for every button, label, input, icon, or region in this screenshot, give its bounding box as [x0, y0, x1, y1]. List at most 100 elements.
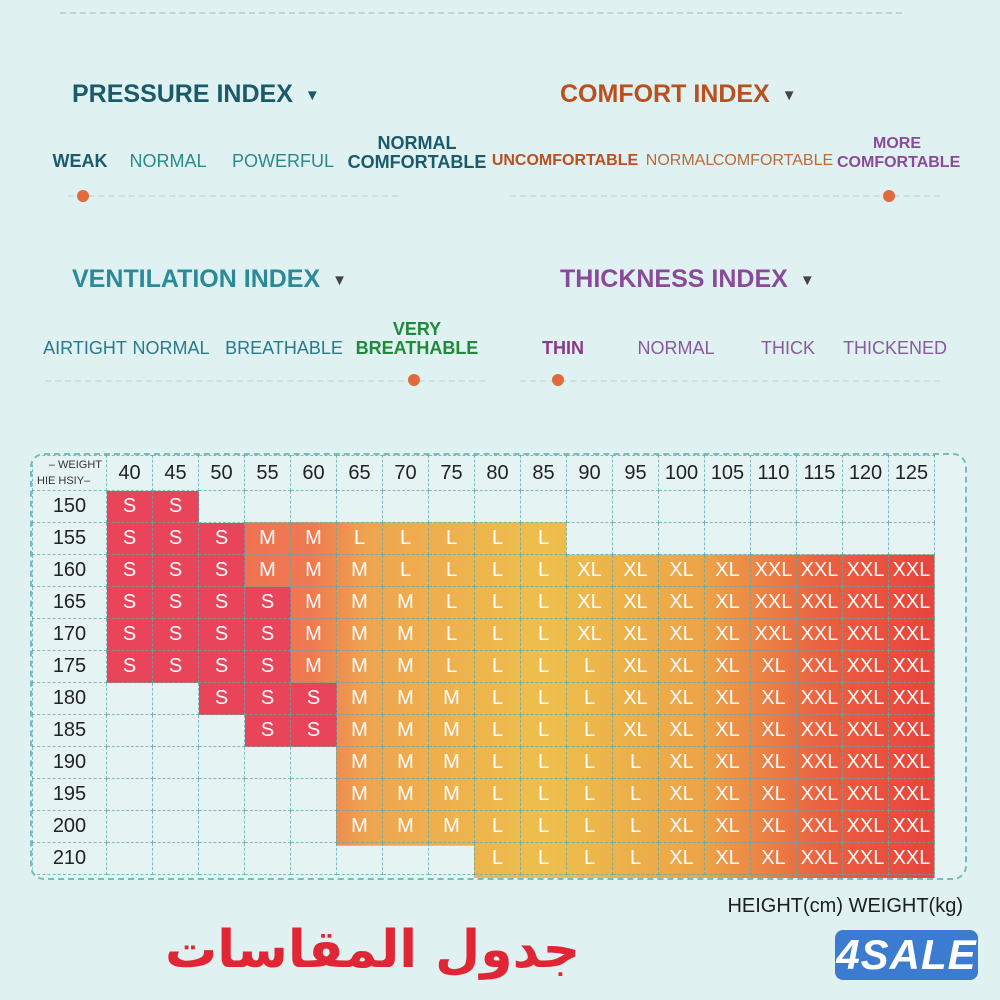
- size-cell: M: [382, 618, 429, 651]
- size-cell: XXL: [888, 682, 935, 715]
- size-cell: XXL: [888, 810, 935, 843]
- ventilation-index-title: VENTILATION INDEX ▼: [72, 265, 347, 294]
- height-row-header: 160: [32, 554, 107, 587]
- size-cell: XXL: [842, 618, 889, 651]
- table-row: 185 S S M M M L L L XL XL XL XL XXL XXL XXL: [32, 714, 935, 747]
- size-cell: [428, 842, 475, 875]
- size-cell: S: [152, 554, 199, 587]
- size-cell: L: [474, 522, 521, 555]
- table-corner-header: – WEIGHT HIE HSIY–: [32, 455, 107, 491]
- size-cell: XL: [566, 618, 613, 651]
- chevron-down-icon[interactable]: ▼: [332, 272, 348, 289]
- size-cell: L: [474, 714, 521, 747]
- height-row-header: 165: [32, 586, 107, 619]
- size-cell: M: [336, 810, 383, 843]
- comfort-option-normal[interactable]: NORMAL: [645, 152, 715, 169]
- pressure-option-weak[interactable]: WEAK: [52, 151, 108, 171]
- weight-column-header: 75: [428, 455, 475, 491]
- size-cell: XXL: [796, 618, 843, 651]
- ventilation-option-airtight[interactable]: AIRTIGHT: [43, 338, 127, 358]
- size-cell: [244, 842, 291, 875]
- size-cell: [198, 490, 245, 523]
- size-cell: [336, 842, 383, 875]
- size-cell: XXL: [796, 746, 843, 779]
- size-cell: [106, 810, 153, 843]
- chevron-down-icon[interactable]: ▼: [304, 87, 320, 104]
- size-cell: M: [336, 618, 383, 651]
- thickness-option-thickened[interactable]: THICKENED: [842, 338, 948, 358]
- thickness-option-normal[interactable]: NORMAL: [637, 338, 715, 358]
- size-cell: L: [520, 586, 567, 619]
- size-cell: XL: [658, 650, 705, 683]
- top-divider: [60, 12, 902, 14]
- ventilation-option-breathable[interactable]: BREATHABLE: [225, 338, 343, 358]
- thickness-option-thin[interactable]: THIN: [542, 338, 584, 358]
- size-cell: M: [290, 650, 337, 683]
- size-cell: XL: [750, 842, 797, 875]
- size-cell: [152, 778, 199, 811]
- size-cell: L: [612, 746, 659, 779]
- chevron-down-icon[interactable]: ▼: [781, 87, 797, 104]
- size-cell: S: [106, 650, 153, 683]
- size-cell: L: [474, 650, 521, 683]
- size-cell: L: [566, 682, 613, 715]
- weight-column-header: 65: [336, 455, 383, 491]
- pressure-option-normal[interactable]: NORMAL: [129, 151, 207, 171]
- table-row: 160 S S S M M M L L L L XL XL XL XL XXL XXL XXL XXL: [32, 554, 935, 587]
- size-cell: XL: [704, 810, 751, 843]
- comfort-slider-track[interactable]: [510, 195, 940, 197]
- size-cell: L: [382, 554, 429, 587]
- size-cell: S: [198, 650, 245, 683]
- size-cell: XXL: [842, 778, 889, 811]
- brand-watermark-logo: 4SALE: [835, 930, 978, 980]
- size-cell: XL: [704, 778, 751, 811]
- size-cell: S: [106, 522, 153, 555]
- size-cell: XXL: [842, 586, 889, 619]
- height-row-header: 200: [32, 810, 107, 843]
- comfort-option-more-comfortable[interactable]: MORE COMFORTABLE: [837, 135, 961, 171]
- chevron-down-icon[interactable]: ▼: [799, 272, 815, 289]
- thickness-slider-marker[interactable]: [552, 374, 564, 386]
- ventilation-option-normal[interactable]: NORMAL: [132, 338, 210, 358]
- size-cell: L: [520, 714, 567, 747]
- size-cell: XXL: [888, 586, 935, 619]
- pressure-slider-track[interactable]: [68, 195, 398, 197]
- size-cell: L: [520, 842, 567, 875]
- pressure-slider-marker[interactable]: [77, 190, 89, 202]
- size-cell: S: [244, 618, 291, 651]
- size-cell: [198, 714, 245, 747]
- thickness-option-thick[interactable]: THICK: [761, 338, 815, 358]
- size-cell: [152, 842, 199, 875]
- size-cell: S: [106, 554, 153, 587]
- size-cell: [796, 490, 843, 523]
- size-cell: XL: [704, 618, 751, 651]
- thickness-slider-track[interactable]: [520, 380, 940, 382]
- size-cell: XL: [750, 746, 797, 779]
- size-cell: S: [198, 522, 245, 555]
- size-cell: S: [198, 554, 245, 587]
- size-cell: XXL: [842, 650, 889, 683]
- comfort-option-comfortable[interactable]: COMFORTABLE: [712, 152, 834, 169]
- pressure-option-powerful[interactable]: POWERFUL: [231, 151, 335, 171]
- size-cell: M: [382, 746, 429, 779]
- size-cell: L: [428, 650, 475, 683]
- size-cell: XXL: [842, 714, 889, 747]
- size-cell: XXL: [888, 650, 935, 683]
- pressure-option-normal-comfortable[interactable]: NORMAL COMFORTABLE: [347, 133, 487, 172]
- comfort-slider-marker[interactable]: [883, 190, 895, 202]
- table-row: 200 M M M L L L L XL XL XL XXL XXL XXL: [32, 810, 935, 843]
- ventilation-slider-track[interactable]: [45, 380, 485, 382]
- size-cell: [566, 522, 613, 555]
- ventilation-slider-marker[interactable]: [408, 374, 420, 386]
- size-cell: S: [290, 682, 337, 715]
- size-cell: [842, 522, 889, 555]
- size-cell: L: [428, 554, 475, 587]
- size-cell: XL: [750, 682, 797, 715]
- size-cell: L: [566, 778, 613, 811]
- table-row: 190 M M M L L L L XL XL XL XXL XXL XXL: [32, 746, 935, 779]
- weight-column-header: 40: [106, 455, 153, 491]
- comfort-option-uncomfortable[interactable]: UNCOMFORTABLE: [491, 152, 639, 169]
- size-cell: XL: [612, 714, 659, 747]
- size-cell: [474, 490, 521, 523]
- ventilation-option-very-breathable[interactable]: VERY BREATHABLE: [355, 319, 479, 358]
